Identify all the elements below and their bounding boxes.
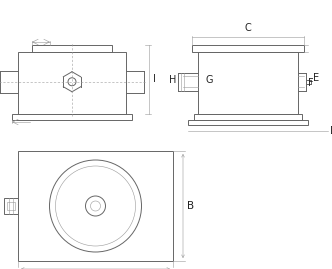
- Bar: [188, 120, 308, 125]
- Text: H: H: [169, 75, 176, 85]
- Text: G: G: [206, 75, 213, 85]
- Text: D: D: [330, 126, 332, 136]
- Text: I: I: [153, 75, 156, 84]
- Bar: [32, 45, 112, 52]
- Bar: [12, 114, 132, 120]
- Text: B: B: [187, 201, 194, 211]
- Text: E: E: [313, 73, 319, 83]
- Bar: [18, 52, 126, 114]
- Bar: [18, 151, 173, 261]
- Bar: [194, 114, 302, 120]
- Bar: [198, 52, 298, 114]
- Text: F: F: [308, 78, 314, 88]
- Bar: [192, 45, 304, 52]
- Text: C: C: [245, 23, 251, 33]
- Bar: [4, 198, 18, 214]
- Bar: [7, 202, 15, 210]
